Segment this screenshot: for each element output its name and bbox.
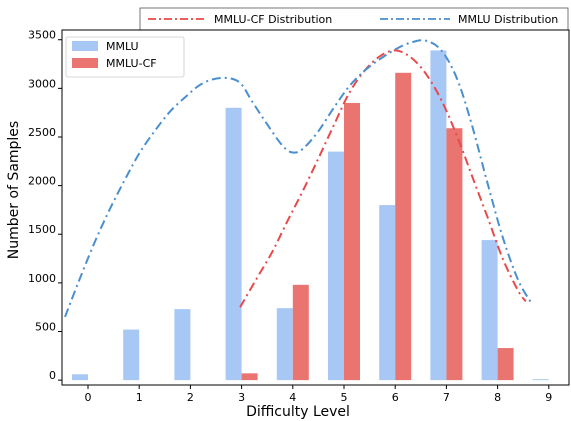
legend-label-mmlu: MMLU	[106, 40, 139, 53]
y-tick-label-2500: 2500	[28, 126, 56, 139]
x-tick-label-1: 1	[136, 391, 143, 404]
y-tick-label-1000: 1000	[28, 272, 56, 285]
x-tick-label-3: 3	[238, 391, 245, 404]
plot-frame	[61, 29, 570, 386]
legend-swatch-mmlu-cf	[72, 58, 98, 68]
bar-mmlu-cf-3	[241, 373, 258, 381]
y-tick-label-500: 500	[35, 321, 56, 334]
bar-mmlu-cf-8	[497, 348, 514, 381]
bar-mmlu-cf-6	[395, 72, 412, 381]
x-tick-label-7: 7	[443, 391, 450, 404]
bar-mmlu-8	[481, 240, 498, 381]
y-tick-label-2000: 2000	[28, 175, 56, 188]
x-tick-label-6: 6	[392, 391, 399, 404]
x-tick-label-8: 8	[494, 391, 501, 404]
y-tick-label-3500: 3500	[28, 29, 56, 42]
series-legend: MMLU MMLU-CF	[65, 36, 185, 78]
x-tick-label-4: 4	[289, 391, 296, 404]
legend-label-mmlu-cf: MMLU-CF	[106, 57, 157, 70]
y-tick-label-0: 0	[49, 369, 56, 382]
legend-label-mmlu-cf-distribution: MMLU-CF Distribution	[214, 13, 332, 26]
legend-swatch-mmlu	[72, 41, 98, 51]
bar-mmlu-1	[123, 329, 140, 381]
bar-mmlu-4	[276, 308, 293, 381]
x-tick-label-2: 2	[187, 391, 194, 404]
bar-mmlu-9	[532, 379, 549, 381]
x-axis-title: Difficulty Level	[246, 404, 350, 420]
legend-label-mmlu-distribution: MMLU Distribution	[458, 13, 558, 26]
mmlu-distribution-curve	[64, 39, 532, 318]
y-tick-label-1500: 1500	[28, 223, 56, 236]
bar-mmlu-3	[225, 107, 242, 381]
bar-mmlu-0	[72, 374, 88, 381]
y-axis-title: Number of Samples	[6, 121, 22, 259]
mmlu-cf-distribution-curve	[239, 49, 527, 308]
bar-mmlu-cf-5	[344, 102, 360, 381]
bar-mmlu-5	[328, 151, 344, 381]
ticks-layer: 0 500 1000 1500 2000 2500 3000 3500 0 1 2 3 4 5 6 7 8 9	[28, 29, 552, 404]
y-tick-label-3000: 3000	[28, 77, 56, 90]
curves-layer	[64, 39, 532, 318]
curve-legend: MMLU-CF Distribution MMLU Distribution	[139, 7, 569, 31]
bar-mmlu-2	[174, 309, 191, 381]
bar-mmlu-7	[430, 50, 447, 381]
bars-layer	[72, 50, 549, 381]
bar-mmlu-cf-4	[292, 284, 309, 381]
x-tick-label-5: 5	[341, 391, 348, 404]
x-tick-label-0: 0	[85, 391, 92, 404]
x-tick-label-9: 9	[545, 391, 552, 404]
bar-mmlu-6	[379, 205, 396, 381]
bar-mmlu-cf-7	[446, 128, 463, 381]
